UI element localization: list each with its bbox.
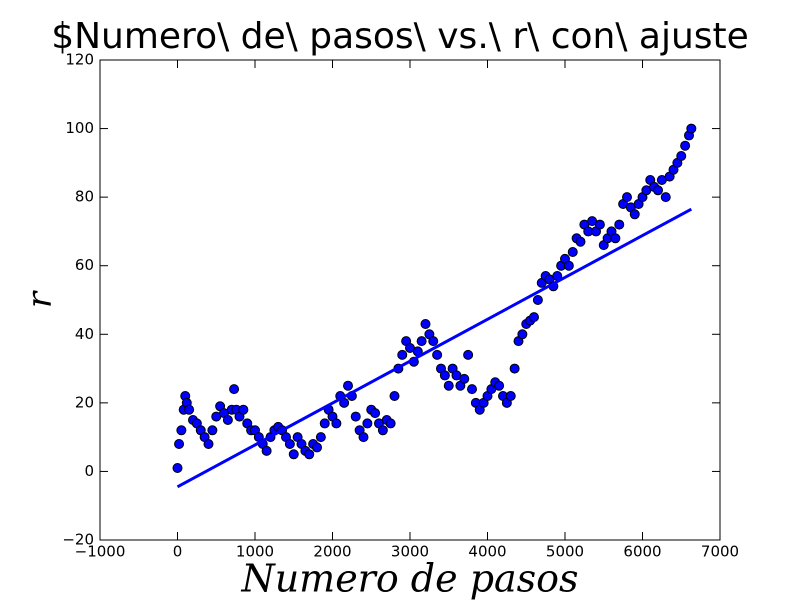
fit-line <box>176 207 693 489</box>
point <box>397 349 408 360</box>
point <box>459 373 470 384</box>
x-tick-label: 2000 <box>313 543 351 561</box>
point <box>284 439 295 449</box>
point <box>389 391 400 401</box>
axes-frame <box>99 59 721 541</box>
point <box>660 192 671 203</box>
point <box>686 123 697 134</box>
point <box>532 295 543 305</box>
plot-area <box>172 123 697 489</box>
point <box>420 319 431 329</box>
point <box>319 418 330 429</box>
point <box>238 404 249 415</box>
point <box>261 445 272 456</box>
point <box>614 219 625 230</box>
point <box>304 449 315 460</box>
point <box>467 384 477 395</box>
point <box>343 380 353 391</box>
point <box>594 219 605 230</box>
point <box>370 408 381 419</box>
y-tick-label: −20 <box>62 531 94 549</box>
y-tick-label: 20 <box>75 393 94 411</box>
point <box>622 192 632 203</box>
point <box>610 233 621 244</box>
point <box>229 384 240 395</box>
point <box>207 425 218 436</box>
x-tick-label: 6000 <box>623 543 661 561</box>
x-tick-label: 7000 <box>701 543 739 561</box>
point <box>509 363 520 374</box>
point <box>385 418 396 429</box>
point <box>312 442 322 453</box>
point <box>358 432 369 443</box>
chart-title: $Numero\ de\ pasos\ vs.\ r\ con\ ajuste <box>51 16 749 57</box>
y-axis-label: r <box>20 290 60 308</box>
point <box>575 236 586 247</box>
point <box>432 349 443 360</box>
point <box>222 415 233 425</box>
x-axis-label: Numero de pasos <box>240 557 578 600</box>
point <box>377 425 388 436</box>
point <box>350 411 361 422</box>
x-tick-label: 0 <box>173 543 183 561</box>
x-tick-label: 3000 <box>391 543 429 561</box>
y-tick-label: 40 <box>75 325 94 343</box>
point <box>463 349 474 360</box>
y-tick-label: 100 <box>65 119 94 137</box>
point <box>362 418 373 429</box>
y-tick-label: 60 <box>75 256 94 274</box>
point <box>653 185 663 196</box>
point <box>563 260 574 271</box>
point <box>203 439 214 449</box>
point <box>443 380 454 391</box>
point <box>184 404 195 415</box>
point <box>315 432 326 443</box>
point <box>517 329 528 340</box>
point <box>676 151 687 161</box>
point <box>428 336 439 347</box>
point <box>629 209 640 220</box>
point <box>176 425 187 436</box>
y-tick-label: 80 <box>75 188 94 206</box>
point <box>174 439 185 449</box>
point <box>494 380 505 391</box>
x-tick-label: 1000 <box>236 543 274 561</box>
y-tick-label: 0 <box>84 462 94 480</box>
point <box>439 370 450 381</box>
point <box>680 140 691 151</box>
point <box>172 463 183 473</box>
point <box>288 449 299 460</box>
point <box>567 247 578 257</box>
x-tick-label: 5000 <box>546 543 584 561</box>
point <box>331 418 342 429</box>
point <box>505 391 516 401</box>
x-tick-label: −1000 <box>75 543 126 561</box>
x-tick-label: 4000 <box>468 543 506 561</box>
y-tick-label: 120 <box>65 51 94 69</box>
point <box>529 312 539 323</box>
point <box>416 336 427 347</box>
